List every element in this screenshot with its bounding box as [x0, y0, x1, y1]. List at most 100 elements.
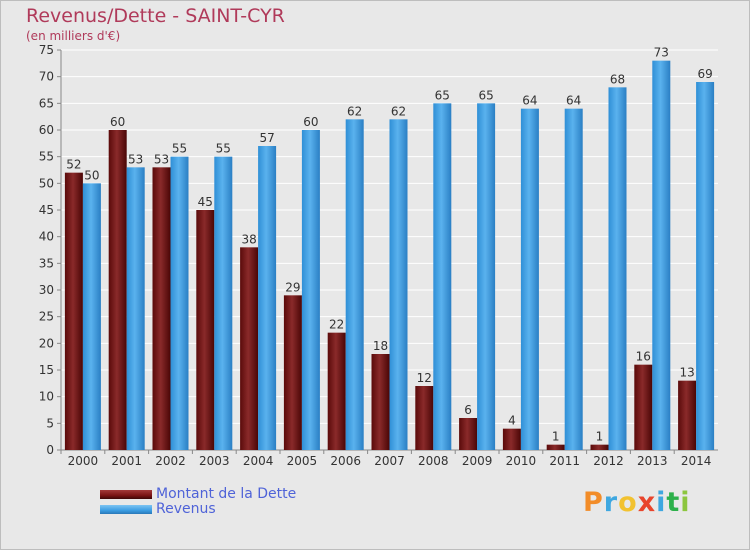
- x-tick-label: 2006: [330, 454, 361, 468]
- data-label: 62: [347, 104, 362, 118]
- logo-letter: r: [603, 487, 619, 518]
- data-label: 4: [508, 414, 516, 428]
- bar-revenus: [433, 103, 452, 450]
- data-label: 60: [303, 115, 318, 129]
- data-label: 60: [110, 115, 125, 129]
- data-label: 53: [128, 152, 143, 166]
- y-tick-label: 60: [39, 123, 54, 137]
- y-tick-label: 55: [39, 150, 54, 164]
- y-tick-label: 70: [39, 70, 54, 84]
- y-tick-label: 20: [39, 336, 54, 350]
- bar-revenus: [652, 60, 671, 451]
- y-tick-label: 5: [46, 416, 54, 430]
- bar-revenus: [301, 130, 320, 450]
- data-label: 6: [464, 403, 472, 417]
- data-label: 16: [636, 350, 651, 364]
- bar-dette: [64, 172, 83, 450]
- bar-dette: [502, 428, 521, 450]
- bar-dette: [634, 364, 653, 450]
- bar-dette: [371, 354, 390, 450]
- legend-label-dette: Montant de la Dette: [156, 486, 297, 502]
- data-label: 55: [172, 142, 187, 156]
- data-label: 65: [435, 88, 450, 102]
- data-label: 38: [241, 232, 256, 246]
- x-tick-label: 2008: [418, 454, 449, 468]
- bar-revenus: [345, 119, 364, 450]
- data-label: 50: [84, 168, 99, 182]
- y-tick-label: 0: [46, 443, 54, 457]
- data-label: 65: [478, 88, 493, 102]
- data-label: 22: [329, 318, 344, 332]
- bar-dette: [678, 380, 697, 450]
- bar-revenus: [82, 183, 101, 451]
- y-tick-label: 40: [39, 230, 54, 244]
- data-label: 45: [198, 195, 213, 209]
- bar-dette: [415, 386, 434, 450]
- logo-letter: P: [583, 487, 604, 518]
- bar-revenus: [258, 146, 277, 450]
- y-tick-label: 65: [39, 96, 54, 110]
- x-tick-label: 2001: [111, 454, 142, 468]
- legend-swatch-revenus: [100, 505, 152, 514]
- data-label: 29: [285, 280, 300, 294]
- bar-revenus: [170, 156, 189, 450]
- data-label: 57: [259, 131, 274, 145]
- bar-revenus: [696, 82, 715, 450]
- x-tick-label: 2013: [637, 454, 668, 468]
- data-label: 62: [391, 104, 406, 118]
- bar-dette: [327, 332, 346, 450]
- y-tick-label: 10: [39, 390, 54, 404]
- bar-revenus: [520, 108, 539, 451]
- x-tick-label: 2007: [374, 454, 405, 468]
- x-tick-label: 2005: [287, 454, 318, 468]
- data-label: 1: [552, 430, 560, 444]
- data-label: 55: [216, 142, 231, 156]
- chart-subtitle: (en milliers d'€): [26, 29, 121, 43]
- x-tick-label: 2000: [68, 454, 99, 468]
- bar-revenus: [214, 156, 233, 450]
- bar-revenus: [126, 167, 145, 451]
- bar-dette: [108, 130, 127, 450]
- x-tick-label: 2003: [199, 454, 230, 468]
- data-label: 1: [596, 430, 604, 444]
- logo-letter: t: [666, 487, 681, 518]
- data-label: 18: [373, 339, 388, 353]
- y-tick-label: 45: [39, 203, 54, 217]
- chart-title: Revenus/Dette - SAINT-CYR: [26, 5, 285, 27]
- bar-dette: [459, 418, 478, 450]
- logo-letter: i: [680, 487, 691, 518]
- data-label: 73: [654, 46, 669, 60]
- bar-revenus: [477, 103, 496, 450]
- data-label: 13: [679, 366, 694, 380]
- logo-letter: i: [656, 487, 667, 518]
- data-label: 53: [154, 152, 169, 166]
- x-tick-label: 2009: [462, 454, 493, 468]
- data-label: 52: [66, 158, 81, 172]
- data-label: 69: [697, 67, 712, 81]
- y-tick-label: 35: [39, 256, 54, 270]
- x-tick-label: 2002: [155, 454, 186, 468]
- data-label: 68: [610, 72, 625, 86]
- legend-swatch-dette: [100, 490, 152, 499]
- logo-letter: x: [637, 487, 657, 518]
- y-tick-label: 25: [39, 310, 54, 324]
- bar-revenus: [608, 87, 627, 450]
- data-label: 12: [417, 371, 432, 385]
- bar-dette: [152, 167, 171, 451]
- x-tick-label: 2004: [243, 454, 274, 468]
- x-tick-label: 2012: [593, 454, 624, 468]
- bar-revenus: [564, 108, 583, 451]
- x-tick-label: 2011: [549, 454, 580, 468]
- data-label: 64: [522, 94, 537, 108]
- logo-letter: o: [618, 487, 638, 518]
- bar-dette: [590, 444, 609, 450]
- bar-dette: [283, 295, 302, 450]
- bar-dette: [196, 210, 215, 450]
- bar-dette: [546, 444, 565, 450]
- data-label: 64: [566, 94, 581, 108]
- y-tick-label: 15: [39, 363, 54, 377]
- bar-dette: [240, 247, 259, 450]
- x-tick-label: 2014: [681, 454, 712, 468]
- y-tick-label: 50: [39, 176, 54, 190]
